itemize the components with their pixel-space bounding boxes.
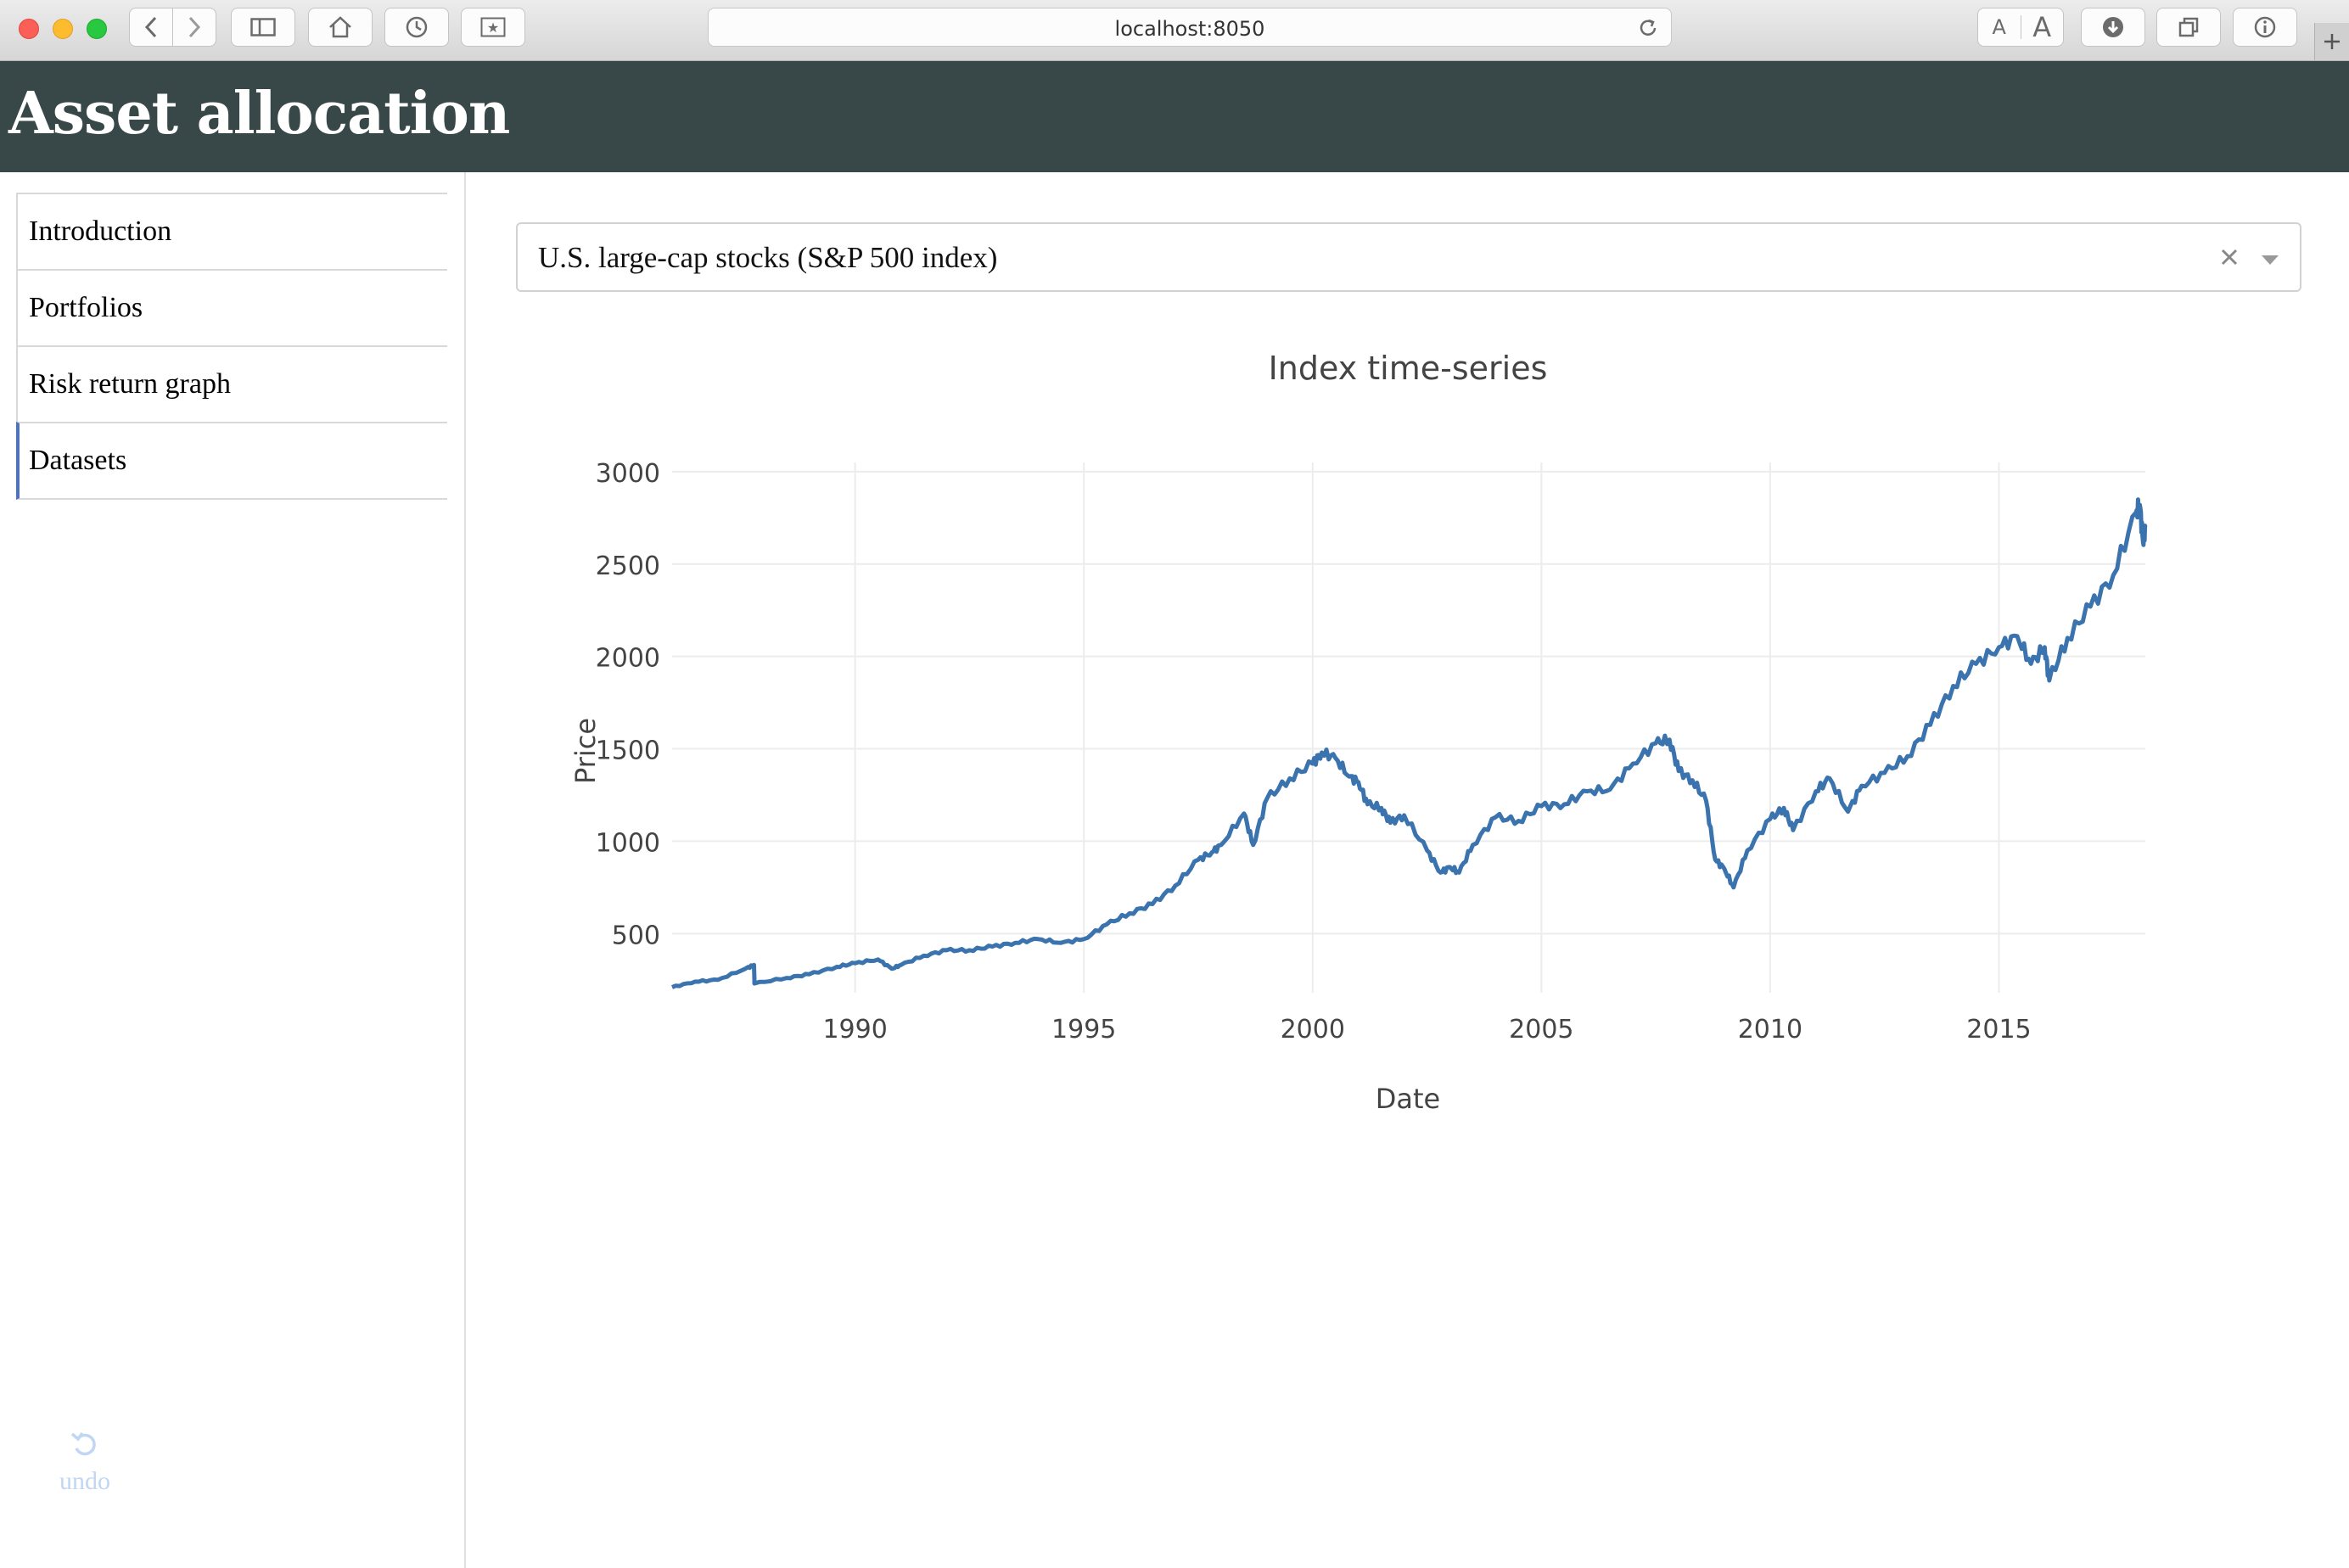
maximize-window-button[interactable] — [87, 19, 107, 39]
chevron-right-icon — [188, 16, 201, 38]
sidebar-nav: Introduction Portfolios Risk return grap… — [16, 193, 447, 500]
history-button[interactable] — [384, 8, 449, 47]
home-button[interactable] — [308, 8, 373, 47]
star-icon: ★ — [480, 17, 506, 37]
x-tick-label: 1995 — [1051, 1015, 1116, 1044]
x-tick-label: 2005 — [1509, 1015, 1573, 1044]
chart-title: Index time-series — [1269, 350, 1548, 387]
tabs-overview-button[interactable] — [2156, 8, 2221, 47]
reload-icon[interactable] — [1637, 17, 1659, 39]
chart-grid — [672, 462, 2145, 993]
undo-button[interactable]: undo — [51, 1428, 119, 1496]
y-tick-label: 500 — [612, 921, 660, 950]
undo-icon — [70, 1431, 96, 1456]
x-axis-label: Date — [1376, 1083, 1440, 1115]
sidebar-item-introduction[interactable]: Introduction — [16, 193, 447, 269]
close-window-button[interactable] — [19, 19, 39, 39]
x-axis-ticks: 1990 1995 2000 2005 2010 2015 — [822, 1015, 2031, 1044]
x-tick-label: 1990 — [822, 1015, 887, 1044]
y-tick-label: 1000 — [596, 828, 660, 858]
chevron-left-icon — [144, 16, 157, 38]
sidebar: Introduction Portfolios Risk return grap… — [0, 172, 466, 1568]
page-title: Asset allocation — [8, 80, 510, 148]
sidebar-item-datasets[interactable]: Datasets — [16, 422, 447, 500]
download-icon — [2103, 17, 2123, 37]
x-tick-label: 2010 — [1738, 1015, 1802, 1044]
clock-icon — [406, 16, 428, 38]
clear-icon[interactable] — [2215, 243, 2244, 272]
bookmarks-button[interactable]: ★ — [461, 8, 525, 47]
y-axis-ticks: 500 1000 1500 2000 2500 3000 — [596, 459, 660, 950]
x-tick-label: 2000 — [1281, 1015, 1345, 1044]
dropdown-selected-value: U.S. large-cap stocks (S&P 500 index) — [538, 241, 998, 274]
home-icon — [329, 16, 351, 38]
text-larger-button[interactable]: A — [2032, 11, 2052, 43]
downloads-button[interactable] — [2081, 8, 2145, 47]
price-series-line — [671, 497, 2148, 989]
minimize-window-button[interactable] — [53, 19, 73, 39]
svg-text:★: ★ — [487, 20, 499, 36]
y-tick-label: 2000 — [596, 644, 660, 674]
y-axis-label: Price — [569, 718, 602, 784]
font-size-group: A A — [1977, 8, 2064, 47]
sidebar-item-risk-return-graph[interactable]: Risk return graph — [16, 345, 447, 422]
tabs-icon — [2178, 17, 2199, 37]
undo-label: undo — [59, 1467, 110, 1495]
y-tick-label: 3000 — [596, 459, 660, 489]
caret-down-icon[interactable] — [2261, 255, 2279, 266]
sidebar-toggle-button[interactable] — [231, 8, 295, 47]
text-smaller-button[interactable]: A — [1978, 15, 2021, 39]
browser-toolbar: ★ localhost:8050 A A — [0, 0, 2349, 61]
y-tick-label: 1500 — [596, 736, 660, 766]
plus-icon — [2324, 34, 2340, 49]
sidebar-item-portfolios[interactable]: Portfolios — [16, 269, 447, 345]
x-tick-label: 2015 — [1966, 1015, 2031, 1044]
forward-button[interactable] — [172, 8, 216, 47]
index-time-series-chart: Index time-series 500 1000 1500 2000 2500 300… — [569, 350, 2148, 1115]
new-tab-button[interactable] — [2314, 23, 2349, 60]
info-icon — [2254, 16, 2276, 38]
url-text: localhost:8050 — [1114, 17, 1265, 41]
sidebar-icon — [250, 18, 276, 36]
address-bar[interactable]: localhost:8050 — [708, 8, 1672, 47]
info-button[interactable] — [2233, 8, 2297, 47]
y-tick-label: 2500 — [596, 552, 660, 581]
back-button[interactable] — [129, 8, 173, 47]
app-header: Asset allocation — [0, 61, 2349, 172]
dataset-dropdown[interactable]: U.S. large-cap stocks (S&P 500 index) — [516, 222, 2301, 292]
